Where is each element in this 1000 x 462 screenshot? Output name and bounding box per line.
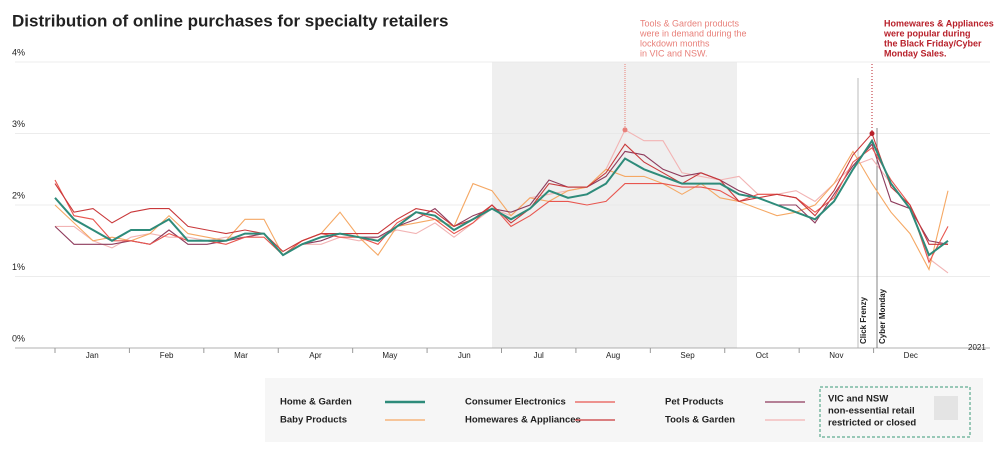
x-tick-label: May — [382, 351, 397, 360]
legend-label: Baby Products — [280, 415, 347, 426]
x-tick-label: Jun — [458, 351, 471, 360]
chart-title: Distribution of online purchases for spe… — [12, 11, 448, 30]
y-tick-label: 4% — [12, 47, 25, 57]
annotation-text: Tools & Garden products — [640, 18, 740, 28]
annotation-text: lockdown months — [640, 38, 710, 48]
annotation-dot — [622, 127, 628, 133]
annotation-text: Monday Sales. — [884, 48, 947, 58]
x-tick-label: Dec — [904, 351, 918, 360]
legend-label: Tools & Garden — [665, 415, 735, 426]
x-tick-label: Nov — [829, 351, 843, 360]
legend-box — [265, 378, 983, 442]
series-line — [54, 150, 949, 271]
legend-label: Homewares & Appliances — [465, 415, 581, 426]
series-line — [54, 138, 949, 257]
annotation-text: were in demand during the — [639, 28, 747, 38]
restriction-legend-box — [819, 386, 971, 438]
x-tick-label: Jan — [86, 351, 99, 360]
year-label: 2021 — [968, 343, 986, 352]
x-tick-label: Feb — [160, 351, 174, 360]
legend-label: Consumer Electronics — [465, 397, 566, 408]
annotation-dot — [869, 131, 875, 136]
legend-label: Home & Garden — [280, 397, 352, 408]
restriction-swatch — [934, 396, 958, 420]
annotation-text: were popular during — [883, 28, 971, 38]
x-tick-label: Apr — [309, 351, 322, 360]
annotation-text: the Black Friday/Cyber — [884, 38, 982, 48]
x-tick-label: Sep — [680, 351, 695, 360]
series-line — [54, 143, 949, 256]
y-tick-label: 1% — [12, 262, 25, 272]
restriction-label: non-essential retail — [828, 406, 915, 417]
y-tick-label: 0% — [12, 333, 25, 343]
x-tick-label: Oct — [756, 351, 769, 360]
annotation-text: in VIC and NSW. — [640, 48, 708, 58]
x-tick-label: Mar — [234, 351, 248, 360]
y-tick-label: 3% — [12, 119, 25, 129]
event-label: Cyber Monday — [878, 288, 887, 344]
annotation-text: Homewares & Appliances — [884, 18, 994, 28]
y-tick-label: 2% — [12, 190, 25, 200]
restriction-label: VIC and NSW — [828, 394, 888, 405]
x-tick-label: Jul — [534, 351, 544, 360]
legend-label: Pet Products — [665, 397, 724, 408]
restriction-label: restricted or closed — [828, 418, 916, 429]
x-tick-label: Aug — [606, 351, 620, 360]
event-label: Click Frenzy — [859, 296, 868, 344]
